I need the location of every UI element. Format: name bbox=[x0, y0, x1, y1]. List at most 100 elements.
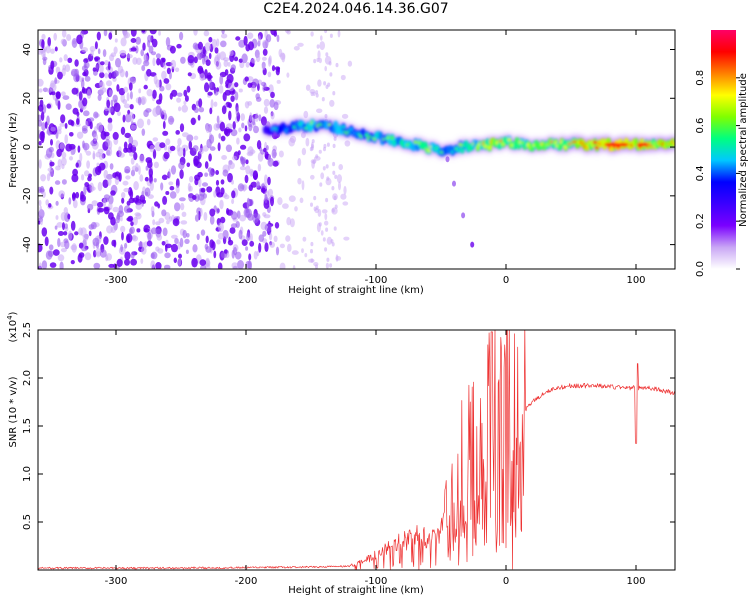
noise-speck bbox=[109, 163, 114, 170]
noise-speck bbox=[116, 212, 121, 220]
noise-speck bbox=[190, 117, 196, 126]
noise-speck bbox=[187, 182, 191, 192]
noise-speck bbox=[75, 191, 80, 199]
noise-speck bbox=[164, 252, 171, 259]
noise-speck bbox=[326, 176, 330, 181]
noise-speck bbox=[226, 73, 234, 84]
noise-speck bbox=[104, 60, 109, 66]
noise-speck bbox=[44, 236, 49, 247]
ridge-hot-spot bbox=[636, 142, 649, 147]
noise-speck bbox=[245, 165, 251, 175]
noise-speck bbox=[219, 74, 224, 85]
noise-speck bbox=[208, 52, 212, 60]
noise-speck bbox=[116, 258, 123, 267]
noise-speck bbox=[316, 44, 320, 49]
noise-speck bbox=[268, 84, 274, 94]
noise-speck bbox=[165, 37, 171, 47]
noise-speck bbox=[310, 91, 314, 97]
noise-speck bbox=[310, 31, 314, 37]
noise-speck bbox=[216, 192, 224, 198]
ridge-core-cell bbox=[341, 125, 346, 129]
noise-speck bbox=[238, 127, 242, 133]
noise-speck bbox=[216, 38, 220, 47]
noise-speck bbox=[174, 202, 181, 212]
noise-speck bbox=[315, 93, 319, 98]
noise-speck bbox=[130, 221, 134, 227]
noise-speck bbox=[196, 233, 200, 240]
noise-speck bbox=[187, 72, 192, 77]
noise-speck bbox=[221, 105, 227, 115]
noise-speck bbox=[41, 227, 48, 237]
noise-speck bbox=[270, 111, 275, 120]
noise-speck bbox=[56, 222, 64, 228]
noise-speck bbox=[111, 239, 116, 247]
noise-speck bbox=[305, 84, 311, 91]
noise-speck bbox=[276, 34, 280, 43]
noise-speck bbox=[165, 83, 172, 91]
noise-speck bbox=[71, 243, 77, 253]
noise-speck bbox=[41, 39, 45, 49]
noise-speck bbox=[71, 173, 79, 183]
noise-speck bbox=[240, 113, 245, 121]
noise-speck bbox=[310, 258, 314, 263]
noise-speck bbox=[175, 67, 180, 73]
noise-speck bbox=[50, 139, 53, 146]
noise-speck bbox=[118, 146, 122, 154]
noise-speck bbox=[94, 41, 98, 50]
snr-x-tick-label: -200 bbox=[235, 576, 258, 587]
noise-speck bbox=[260, 116, 267, 126]
noise-speck bbox=[40, 111, 45, 122]
noise-speck bbox=[80, 79, 85, 89]
noise-speck bbox=[324, 220, 329, 226]
snr-series-line bbox=[38, 330, 675, 570]
noise-speck bbox=[204, 172, 209, 177]
noise-speck bbox=[108, 32, 113, 40]
snr-frame bbox=[37, 329, 676, 571]
noise-speck bbox=[223, 194, 230, 200]
noise-speck bbox=[49, 82, 57, 92]
noise-speck bbox=[179, 169, 184, 180]
noise-speck bbox=[140, 49, 144, 57]
noise-speck bbox=[146, 118, 151, 126]
noise-speck bbox=[293, 46, 300, 51]
noise-speck bbox=[206, 186, 213, 193]
noise-speck bbox=[141, 30, 146, 33]
noise-speck bbox=[285, 235, 291, 242]
noise-speck bbox=[60, 212, 67, 221]
noise-speck bbox=[60, 248, 67, 253]
noise-speck bbox=[95, 64, 100, 69]
noise-speck bbox=[59, 57, 63, 63]
noise-speck bbox=[89, 121, 93, 130]
noise-speck bbox=[110, 226, 117, 233]
spectrogram-x-tick-label: 0 bbox=[503, 275, 509, 286]
noise-speck bbox=[245, 159, 249, 165]
noise-speck bbox=[207, 72, 212, 82]
noise-speck bbox=[326, 257, 330, 262]
noise-speck bbox=[54, 77, 58, 85]
spectrogram-x-ticks: -300 -200 -100 0 100 bbox=[105, 30, 646, 286]
noise-speck bbox=[164, 264, 171, 269]
noise-speck bbox=[155, 53, 161, 59]
noise-speck bbox=[120, 244, 123, 253]
noise-speck bbox=[170, 165, 177, 175]
noise-speck bbox=[124, 251, 131, 260]
ridge-core-cell bbox=[308, 126, 313, 130]
noise-speck bbox=[258, 234, 265, 242]
noise-speck bbox=[301, 248, 304, 254]
noise-speck bbox=[310, 202, 313, 207]
noise-speck bbox=[100, 130, 107, 140]
noise-speck bbox=[263, 82, 267, 90]
noise-speck bbox=[145, 157, 153, 164]
noise-speck bbox=[189, 176, 194, 183]
noise-speck bbox=[333, 226, 337, 231]
noise-speck bbox=[168, 168, 171, 179]
noise-speck bbox=[170, 59, 177, 69]
noise-speck bbox=[41, 48, 46, 58]
noise-speck bbox=[171, 243, 178, 253]
noise-speck bbox=[123, 141, 128, 150]
noise-speck bbox=[84, 252, 92, 261]
noise-speck bbox=[235, 36, 241, 41]
noise-speck bbox=[63, 54, 68, 62]
noise-speck bbox=[322, 237, 326, 242]
noise-speck bbox=[76, 118, 80, 125]
